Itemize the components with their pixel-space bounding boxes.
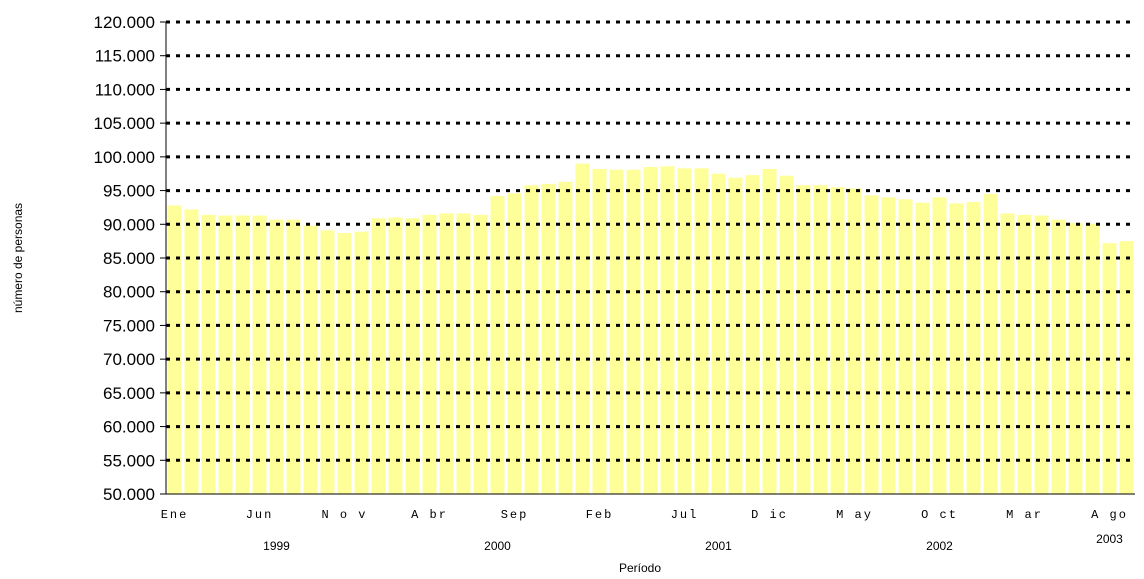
bar	[626, 169, 641, 495]
y-tick-label: 120.000	[94, 13, 155, 32]
x-month-label: Jul	[671, 508, 699, 522]
bar	[524, 185, 539, 494]
y-tick-label: 60.000	[103, 418, 155, 437]
x-year-label: 2001	[705, 539, 732, 553]
bar	[745, 175, 760, 494]
bar	[966, 202, 981, 494]
bar	[252, 215, 267, 494]
bar	[1034, 215, 1049, 494]
bar	[320, 230, 335, 494]
bar	[456, 213, 471, 494]
y-axis-title: número de personas	[11, 203, 25, 313]
y-tick-label: 85.000	[103, 249, 155, 268]
bar	[796, 185, 811, 494]
x-month-label: Jun	[246, 508, 274, 522]
x-month-label: Sep	[501, 508, 529, 522]
bar	[915, 202, 930, 494]
bar	[660, 166, 675, 495]
bar	[728, 177, 743, 494]
bar	[983, 193, 998, 494]
x-month-label: A go	[1091, 508, 1128, 522]
x-month-label: Feb	[586, 508, 614, 522]
y-tick-label: 105.000	[94, 114, 155, 133]
y-tick-labels: 50.000 55.000 60.000 65.000 70.000 75.000 80.0…	[94, 13, 155, 504]
x-year-label: 1999	[263, 539, 290, 553]
bar	[507, 193, 522, 494]
x-month-label: A br	[411, 508, 448, 522]
y-tick-label: 90.000	[103, 215, 155, 234]
bar	[1119, 241, 1134, 494]
bar	[286, 219, 301, 494]
bar	[1102, 243, 1117, 494]
bar	[694, 168, 709, 494]
bar	[235, 215, 250, 494]
bar	[473, 214, 488, 494]
bar	[1000, 213, 1015, 494]
y-tick-label: 75.000	[103, 316, 155, 335]
bar	[864, 195, 879, 495]
x-month-label: N o v	[321, 508, 367, 522]
y-tick-label: 95.000	[103, 182, 155, 201]
bar	[439, 213, 454, 494]
bar	[949, 203, 964, 494]
bar	[269, 219, 284, 494]
y-tick-label: 65.000	[103, 384, 155, 403]
y-tick-label: 50.000	[103, 485, 155, 504]
bar	[609, 169, 624, 495]
bar	[1051, 219, 1066, 494]
bar	[422, 214, 437, 494]
bar	[762, 168, 777, 495]
bar	[1068, 222, 1083, 494]
x-month-label: M ay	[836, 508, 873, 522]
bar	[677, 168, 692, 494]
bar	[541, 183, 556, 494]
bar	[779, 175, 794, 495]
bar	[405, 218, 420, 494]
y-tick-label: 55.000	[103, 451, 155, 470]
bar	[643, 166, 658, 494]
y-tick-label: 80.000	[103, 283, 155, 302]
bar	[337, 233, 352, 495]
bar	[354, 231, 369, 494]
y-tick-label: 100.000	[94, 148, 155, 167]
bar	[847, 188, 862, 495]
bar	[830, 187, 845, 494]
x-year-label: 2000	[484, 539, 511, 553]
bar	[388, 217, 403, 495]
bar	[218, 215, 233, 494]
x-month-label: O ct	[921, 508, 958, 522]
bar	[558, 181, 573, 494]
x-axis-title: Período	[619, 561, 661, 575]
y-tick-label: 110.000	[95, 80, 155, 99]
gridlines	[166, 20, 1135, 462]
bars	[167, 163, 1134, 495]
x-month-label: Ene	[161, 508, 189, 522]
bar	[711, 173, 726, 494]
x-month-label: M ar	[1006, 508, 1043, 522]
bar	[813, 185, 828, 494]
x-month-labels: Ene Jun N o v A br Sep Feb Jul D ic M ay O ct M ar…	[161, 508, 1128, 522]
bar	[898, 199, 913, 494]
bar	[184, 209, 199, 494]
y-tick-label: 115.000	[95, 47, 155, 66]
x-month-label: D ic	[751, 508, 788, 522]
bar	[881, 197, 896, 494]
x-year-labels: 1999 2000 2001 2002 2003	[263, 532, 1123, 553]
x-year-label: 2002	[926, 539, 953, 553]
bar	[592, 168, 607, 495]
x-year-label: 2003	[1096, 532, 1123, 546]
bar	[303, 225, 318, 494]
y-tick-label: 70.000	[103, 350, 155, 369]
bar	[167, 205, 182, 494]
axes	[160, 21, 1135, 495]
bar	[201, 214, 216, 494]
bar	[490, 195, 505, 494]
bar	[1017, 214, 1032, 494]
bar	[932, 197, 947, 494]
bar	[371, 218, 386, 494]
bar	[575, 163, 590, 494]
